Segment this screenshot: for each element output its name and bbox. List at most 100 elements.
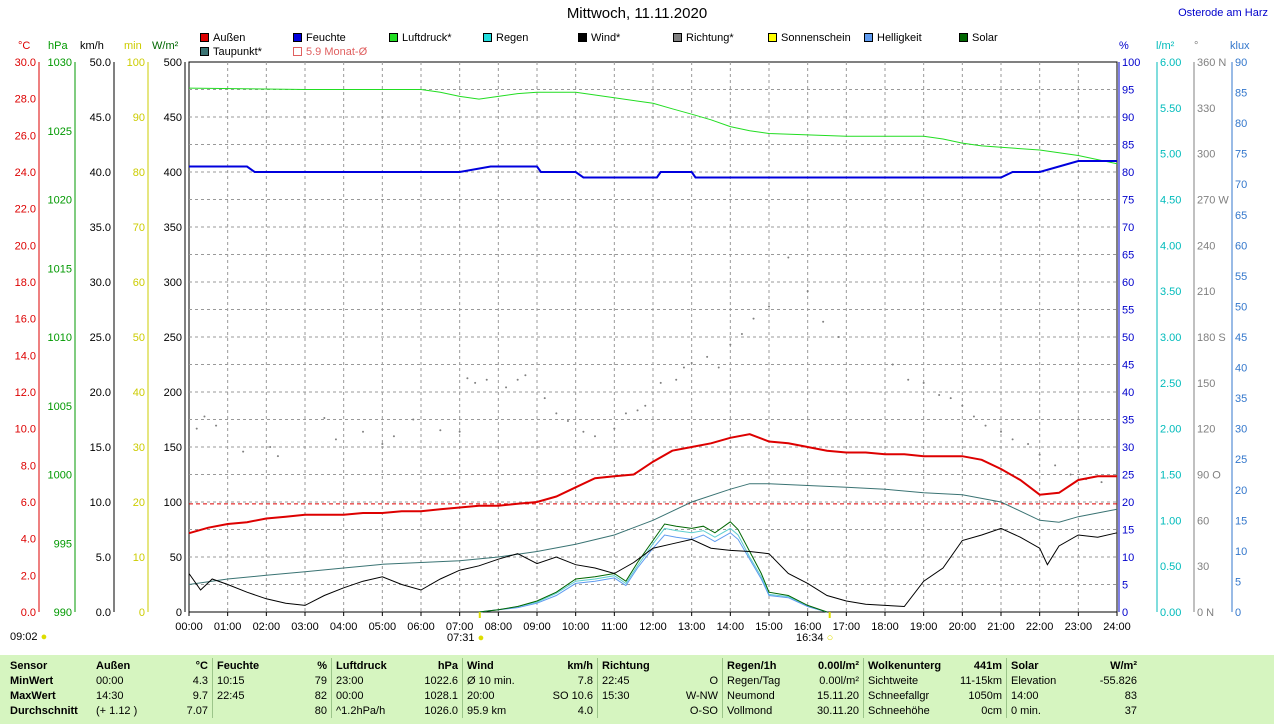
stats-cell: 1022.6 bbox=[424, 674, 458, 687]
axis-unit-left: W/m² bbox=[152, 40, 179, 52]
wind-tick-label: 35.0 bbox=[90, 222, 111, 234]
humidity-tick-label: 55 bbox=[1122, 305, 1134, 317]
series-richtung-point bbox=[1027, 442, 1030, 445]
stats-cell: 37 bbox=[1124, 704, 1137, 717]
stats-cell: 82 bbox=[314, 689, 327, 702]
x-tick-label: 22:00 bbox=[1026, 621, 1054, 633]
pressure-tick-label: 1010 bbox=[48, 332, 72, 344]
humidity-tick-label: 10 bbox=[1122, 552, 1134, 564]
stats-cell: 441m bbox=[973, 659, 1002, 672]
series-richtung-point bbox=[682, 366, 685, 369]
stats-cell: Schneehöhe bbox=[863, 703, 948, 718]
x-tick-label: 15:00 bbox=[755, 621, 783, 633]
rain-tick-label: 0.00 bbox=[1160, 607, 1181, 619]
stats-row: Durchschnitt (+ 1.12 ) 7.07 80 ^1.2hPa/h 1026… bbox=[6, 703, 1141, 718]
stats-table: Sensor Außen °C Feuchte% Luftdruck hPa Wind km/… bbox=[6, 658, 1141, 718]
axis-unit-right: l/m² bbox=[1156, 40, 1175, 52]
stats-cell: % bbox=[317, 659, 327, 672]
series-richtung-point bbox=[729, 343, 732, 346]
sunmin-tick-label: 0 bbox=[139, 607, 145, 619]
series-richtung-point bbox=[938, 394, 941, 397]
rain-tick-label: 4.50 bbox=[1160, 195, 1181, 207]
wind-tick-label: 30.0 bbox=[90, 277, 111, 289]
legend-label: Richtung* bbox=[686, 32, 734, 44]
temp-tick-label: 24.0 bbox=[15, 167, 36, 179]
legend-swatch bbox=[293, 47, 302, 56]
wind-tick-label: 15.0 bbox=[90, 442, 111, 454]
direction-tick-label: 60 bbox=[1197, 515, 1209, 527]
stats-cell: MaxWert bbox=[10, 689, 56, 702]
klux-tick-label: 85 bbox=[1235, 88, 1247, 100]
stats-cell: 10:15 bbox=[212, 673, 283, 688]
temp-tick-label: 26.0 bbox=[15, 130, 36, 142]
klux-tick-label: 55 bbox=[1235, 271, 1247, 283]
stats-cell: W-NW bbox=[685, 689, 718, 702]
axis-unit-left: hPa bbox=[48, 40, 68, 52]
x-tick-label: 18:00 bbox=[871, 621, 899, 633]
series-richtung-point bbox=[381, 442, 384, 445]
series-richtung-point bbox=[1011, 438, 1014, 441]
x-tick-label: 06:00 bbox=[407, 621, 435, 633]
sunmin-tick-label: 90 bbox=[133, 112, 145, 124]
series-richtung-point bbox=[195, 427, 198, 430]
series-richtung-point bbox=[644, 404, 647, 407]
series-richtung-point bbox=[787, 256, 790, 259]
wind-tick-label: 25.0 bbox=[90, 332, 111, 344]
series-richtung-point bbox=[972, 415, 975, 418]
stats-cell: Elevation bbox=[1006, 673, 1083, 688]
sunmin-tick-label: 10 bbox=[133, 552, 145, 564]
legend-item: Helligkeit bbox=[864, 32, 922, 44]
stats-cell: Sensor bbox=[10, 659, 48, 672]
x-tick-label: 23:00 bbox=[1065, 621, 1093, 633]
series-richtung-point bbox=[740, 332, 743, 335]
humidity-tick-label: 100 bbox=[1122, 57, 1140, 69]
series-wind-line bbox=[188, 527, 1118, 608]
series-richtung-point bbox=[215, 424, 218, 427]
direction-tick-label: 240 bbox=[1197, 240, 1215, 252]
stats-cell: 15.11.20 bbox=[816, 689, 859, 702]
rain-tick-label: 3.50 bbox=[1160, 286, 1181, 298]
legend-swatch bbox=[578, 33, 587, 42]
stats-cell: MinWert bbox=[10, 674, 54, 687]
temp-tick-label: 0.0 bbox=[21, 607, 36, 619]
stats-cell: 0 min. bbox=[1006, 703, 1083, 718]
klux-tick-label: 20 bbox=[1235, 485, 1247, 497]
humidity-tick-label: 80 bbox=[1122, 167, 1134, 179]
humidity-tick-label: 90 bbox=[1122, 112, 1134, 124]
temp-tick-label: 22.0 bbox=[15, 204, 36, 216]
x-tick-label: 12:00 bbox=[639, 621, 667, 633]
legend-swatch bbox=[389, 33, 398, 42]
series-richtung-point bbox=[806, 290, 809, 293]
humidity-tick-label: 30 bbox=[1122, 442, 1134, 454]
stats-cell: 11-15km bbox=[960, 674, 1002, 687]
klux-tick-label: 80 bbox=[1235, 118, 1247, 130]
series-richtung-point bbox=[768, 305, 770, 308]
legend-item: Taupunkt* bbox=[200, 46, 262, 58]
x-tick-label: 14:00 bbox=[717, 621, 745, 633]
stats-cell: 1026.0 bbox=[424, 704, 458, 717]
temp-tick-label: 16.0 bbox=[15, 314, 36, 326]
x-tick-label: 02:00 bbox=[253, 621, 281, 633]
klux-tick-label: 70 bbox=[1235, 179, 1247, 191]
direction-tick-label: 270 W bbox=[1197, 195, 1229, 207]
stats-cell: Ø 10 min. bbox=[462, 673, 539, 688]
direction-tick-label: 180 S bbox=[1197, 332, 1226, 344]
series-richtung-point bbox=[582, 430, 585, 433]
stats-cell: 0.00l/m² bbox=[818, 659, 859, 672]
legend-swatch bbox=[200, 47, 209, 56]
legend-label: 5.9 Monat-Ø bbox=[306, 46, 368, 58]
direction-tick-label: 210 bbox=[1197, 286, 1215, 298]
series-richtung-point bbox=[1100, 481, 1103, 484]
solar-tick-label: 450 bbox=[164, 112, 182, 124]
series-richtung-point bbox=[458, 430, 461, 433]
direction-tick-label: 30 bbox=[1197, 561, 1209, 573]
legend-item: Richtung* bbox=[673, 32, 734, 44]
wind-tick-label: 40.0 bbox=[90, 167, 111, 179]
stats-cell: Wolkenunterg bbox=[863, 658, 948, 673]
sunset-icon: ○ bbox=[823, 632, 834, 644]
stats-cell: Sichtweite bbox=[863, 673, 948, 688]
klux-tick-label: 30 bbox=[1235, 424, 1247, 436]
temp-tick-label: 6.0 bbox=[21, 497, 36, 509]
series-richtung-point bbox=[690, 361, 693, 364]
klux-tick-label: 10 bbox=[1235, 546, 1247, 558]
